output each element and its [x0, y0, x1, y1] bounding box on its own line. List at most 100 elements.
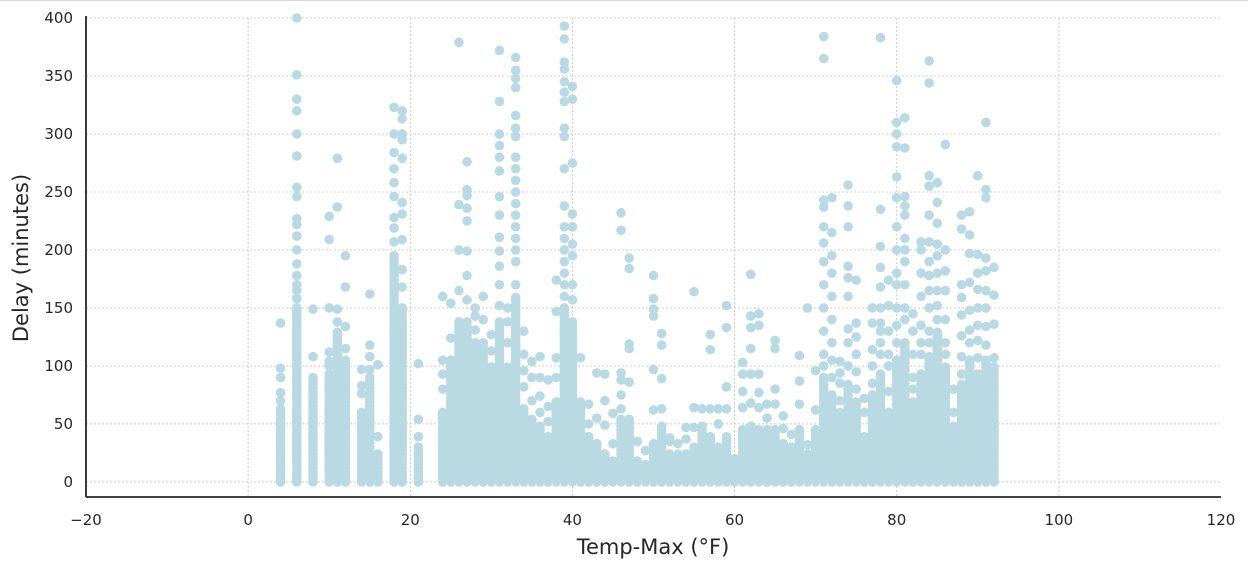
data-point [956, 330, 967, 341]
data-point [948, 384, 959, 394]
data-point [389, 177, 399, 188]
data-point [494, 166, 505, 176]
y-tick-label: 350 [44, 67, 73, 85]
data-point [397, 282, 407, 292]
data-point [737, 357, 748, 368]
data-point [502, 317, 513, 327]
data-point [494, 210, 505, 220]
data-point [762, 413, 772, 423]
data-point [559, 268, 570, 278]
data-point [908, 397, 918, 407]
data-point [559, 221, 570, 232]
data-point [964, 325, 975, 335]
data-point [291, 151, 302, 161]
data-point [900, 256, 910, 267]
data-point [956, 279, 967, 290]
data-point [924, 170, 934, 181]
data-point [437, 291, 448, 302]
data-point [924, 78, 934, 88]
data-point [397, 105, 407, 116]
data-point [924, 237, 934, 247]
data-point [721, 382, 732, 392]
data-point [908, 308, 918, 319]
data-point [972, 335, 983, 346]
data-point [291, 245, 302, 255]
data-point [543, 431, 553, 442]
data-point [681, 422, 691, 433]
data-point [981, 192, 991, 203]
data-point [291, 303, 302, 313]
data-point [916, 237, 926, 247]
data-point [810, 424, 821, 435]
x-tick-label: 0 [243, 511, 253, 529]
data-point [510, 52, 521, 63]
data-point [981, 340, 991, 350]
y-axis-label: Delay (minutes) [9, 174, 33, 342]
data-point [527, 356, 537, 367]
data-point [624, 377, 634, 387]
data-point [494, 45, 505, 56]
data-point [859, 431, 870, 442]
data-point [624, 263, 634, 274]
data-point [559, 64, 570, 74]
data-point [956, 351, 967, 362]
data-point [794, 424, 805, 435]
data-point [446, 333, 456, 343]
data-point [867, 361, 878, 371]
data-point [818, 372, 829, 383]
data-point [494, 232, 505, 243]
data-point [340, 343, 351, 354]
data-point [543, 375, 553, 385]
data-point [932, 250, 943, 261]
data-point [275, 404, 286, 414]
data-point [972, 268, 983, 278]
data-point [891, 75, 902, 86]
data-point [827, 337, 837, 348]
data-point [510, 73, 521, 84]
data-point [827, 355, 837, 365]
data-point [340, 250, 351, 261]
data-point [616, 368, 626, 378]
data-point [721, 404, 732, 414]
data-point [745, 398, 756, 408]
data-point [518, 349, 529, 360]
data-point [567, 250, 578, 261]
data-point [470, 311, 480, 321]
data-point [972, 353, 983, 363]
data-point [778, 423, 789, 434]
data-point [883, 349, 894, 360]
data-point [859, 407, 870, 418]
data-point [567, 279, 578, 290]
data-point [324, 356, 335, 367]
data-point [883, 386, 894, 397]
data-point [364, 289, 375, 299]
data-point [875, 303, 886, 313]
data-point [291, 191, 302, 202]
data-point [972, 170, 983, 181]
data-point [583, 419, 594, 429]
data-point [454, 245, 464, 255]
data-point [356, 364, 367, 375]
data-point [916, 369, 926, 379]
data-point [818, 221, 829, 232]
data-point [575, 404, 586, 414]
data-point [972, 369, 983, 379]
x-axis-label: Temp-Max (°F) [576, 535, 730, 559]
data-point [745, 343, 756, 354]
data-point [478, 337, 489, 348]
y-tick-label: 50 [54, 415, 73, 433]
data-point [689, 442, 699, 452]
y-tick-label: 400 [44, 9, 73, 27]
data-point [510, 279, 521, 290]
data-point [608, 438, 618, 449]
data-point [291, 94, 302, 104]
data-point [932, 285, 943, 296]
data-point [843, 221, 853, 232]
data-point [891, 320, 902, 331]
data-point [373, 359, 383, 370]
data-point [340, 321, 351, 332]
data-point [875, 349, 886, 360]
data-point [940, 362, 951, 372]
data-point [510, 65, 521, 75]
